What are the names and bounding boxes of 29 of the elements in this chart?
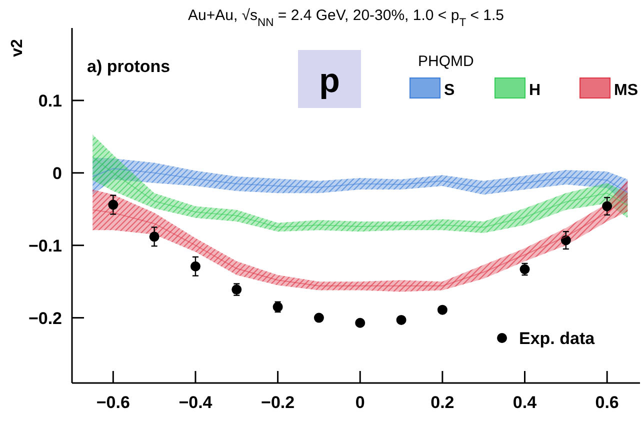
point bbox=[355, 318, 366, 328]
x-tick-label: 0 bbox=[355, 393, 365, 412]
x-tick-label: 0.4 bbox=[512, 393, 538, 412]
legend-label: Exp. data bbox=[519, 329, 596, 348]
x-tick-label: −0.6 bbox=[96, 393, 130, 412]
point bbox=[108, 200, 118, 210]
annotation: a) protons bbox=[87, 57, 170, 76]
point bbox=[149, 232, 160, 242]
y-tick-label: −0.2 bbox=[28, 308, 62, 328]
x-tick-label: 0.6 bbox=[595, 393, 619, 412]
point bbox=[396, 314, 406, 325]
point bbox=[437, 304, 448, 315]
legend-label: MS bbox=[614, 82, 638, 99]
x-tick-label: −0.4 bbox=[178, 393, 213, 412]
annotation: p bbox=[319, 62, 340, 100]
y-tick-label: 0.1 bbox=[38, 91, 62, 110]
chart-title: Au+Au, √s$_{NN}$ = 2.4 GeV, 20-30%, 1.0 < p$_{T}$ < 1.5 bbox=[188, 7, 504, 29]
point bbox=[314, 312, 324, 323]
y-tick-label: −0.1 bbox=[28, 236, 62, 256]
x-tick-label: −0.2 bbox=[261, 393, 295, 412]
point bbox=[560, 235, 571, 246]
legend-label: H bbox=[529, 82, 541, 99]
x-tick-label: 0.2 bbox=[430, 393, 454, 412]
point bbox=[602, 201, 612, 212]
y-tick-label: 0 bbox=[52, 164, 62, 183]
point bbox=[190, 261, 200, 272]
legend-title: PHQMD bbox=[418, 53, 474, 70]
legend-label: S bbox=[444, 82, 455, 99]
y-axis-title: v2 bbox=[9, 39, 26, 57]
